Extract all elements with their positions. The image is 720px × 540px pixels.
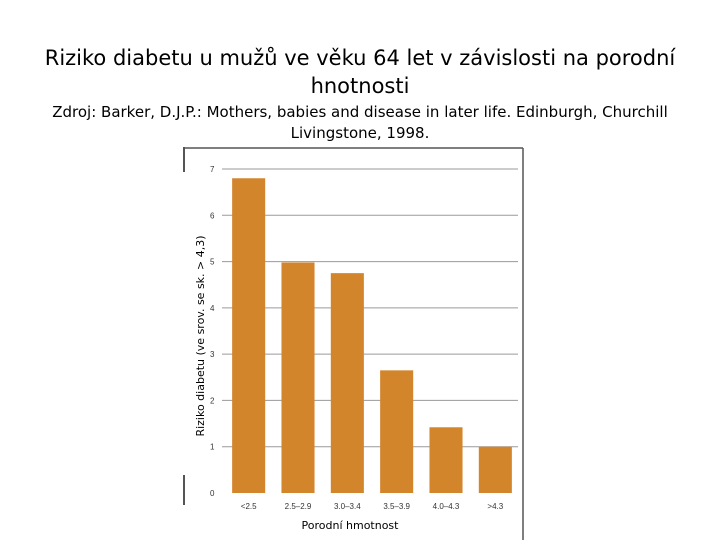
bar-4 [429, 427, 463, 493]
x-tick-label: 3.5–3.9 [383, 502, 410, 511]
y-tick-label: 2 [210, 396, 215, 405]
bar-1 [281, 262, 315, 493]
y-tick-label: 5 [210, 258, 215, 267]
y-tick-label: 6 [210, 211, 215, 220]
source-citation: Zdroj: Barker, D.J.P.: Mothers, babies a… [52, 103, 668, 142]
bar-0 [232, 178, 266, 493]
bar-2 [330, 273, 364, 493]
bar-3 [380, 370, 414, 493]
y-tick-label: 4 [210, 304, 215, 313]
x-tick-label: >4.3 [487, 502, 503, 511]
y-tick-label: 7 [210, 165, 215, 174]
y-tick-label: 3 [210, 350, 215, 359]
x-axis-title: Porodní hmotnost [302, 519, 400, 532]
bar-chart-svg: 0 1 2 3 4 5 6 7 <2.5 2.5–2.9 3.0–3.4 3.5–3.9 4.0–4.3… [183, 147, 524, 540]
y-tick-label: 0 [210, 489, 215, 498]
x-tick-label: 3.0–3.4 [334, 502, 361, 511]
bar-chart: 0 1 2 3 4 5 6 7 <2.5 2.5–2.9 3.0–3.4 3.5–3.9 4.0–4.3… [180, 145, 530, 540]
bar-5 [478, 446, 512, 493]
x-tick-label: <2.5 [241, 502, 257, 511]
y-axis-title: Riziko diabetu (ve srov. se sk. > 4,3) [194, 235, 207, 436]
y-tick-label: 1 [210, 443, 215, 452]
x-tick-label: 2.5–2.9 [285, 502, 312, 511]
slide-title: Riziko diabetu u mužů ve věku 64 let v z… [44, 46, 676, 98]
x-tick-label: 4.0–4.3 [433, 502, 460, 511]
